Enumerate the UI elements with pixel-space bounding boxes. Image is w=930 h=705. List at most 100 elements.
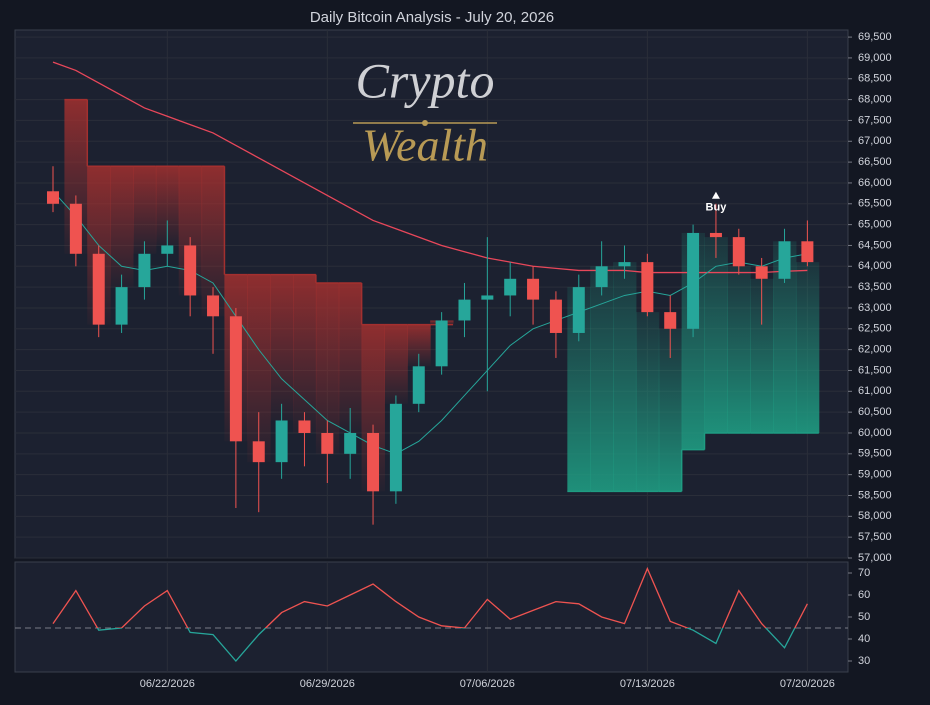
candle-body (47, 191, 59, 204)
band-fill (407, 324, 431, 367)
band-fill (270, 274, 294, 421)
y-tick-label: 60,000 (858, 427, 892, 439)
y-tick-label: 68,500 (858, 73, 892, 85)
x-tick-label: 06/22/2026 (140, 678, 195, 690)
candle-body (207, 295, 220, 317)
band-fill (590, 266, 614, 492)
candle-body (595, 266, 608, 288)
band-fill (704, 237, 728, 433)
y-tick-label: 40 (858, 633, 870, 645)
watermark-dot (422, 120, 428, 126)
y-tick-label: 60 (858, 589, 870, 601)
band-fill (613, 262, 637, 492)
candle-body (92, 253, 105, 325)
y-tick-label: 50 (858, 611, 870, 623)
y-tick-label: 70 (858, 567, 870, 579)
candle-body (412, 366, 425, 404)
band-fill (155, 166, 180, 246)
y-tick-label: 63,000 (858, 302, 892, 314)
y-tick-label: 60,500 (858, 406, 892, 418)
candle-body (389, 403, 402, 492)
band-fill (133, 166, 157, 254)
candle-body (801, 241, 814, 263)
candle-body (481, 295, 494, 300)
y-tick-label: 59,000 (858, 469, 892, 481)
y-tick-label: 61,500 (858, 364, 892, 376)
candle-body (138, 253, 151, 288)
candle-body (344, 432, 357, 454)
y-tick-label: 64,500 (858, 239, 892, 251)
x-tick-label: 07/13/2026 (620, 678, 675, 690)
candle-body (252, 441, 265, 463)
candle-body (641, 262, 654, 313)
band-fill (750, 278, 774, 433)
band-fill (567, 287, 591, 492)
y-tick-label: 30 (858, 655, 870, 667)
y-tick-label: 62,500 (858, 323, 892, 335)
y-tick-label: 61,000 (858, 385, 892, 397)
y-tick-label: 65,000 (858, 219, 892, 231)
moving-average (52, 190, 808, 455)
band-fill (315, 282, 340, 454)
x-tick-label: 06/29/2026 (300, 678, 355, 690)
y-tick-label: 58,500 (858, 489, 892, 501)
candle-body (275, 420, 288, 463)
y-tick-label: 65,500 (858, 198, 892, 210)
y-tick-label: 57,000 (858, 552, 892, 564)
candle-body (549, 299, 562, 333)
candle-body (709, 232, 722, 238)
band-fill (201, 166, 225, 317)
candle-body (298, 420, 311, 433)
band-fill (338, 282, 363, 433)
band-fill (635, 312, 660, 492)
buy-marker (711, 191, 720, 199)
band-fill (658, 328, 683, 492)
moving-average (52, 61, 808, 274)
candle-body (755, 266, 768, 279)
y-tick-label: 68,000 (858, 94, 892, 106)
candle-body (458, 299, 471, 321)
candle-body (321, 432, 334, 454)
candle-body (527, 278, 540, 300)
oscillator-panel (14, 561, 849, 673)
y-tick-label: 62,000 (858, 344, 892, 356)
x-tick-label: 07/06/2026 (460, 678, 515, 690)
band-fill (384, 324, 408, 404)
y-tick-label: 57,500 (858, 531, 892, 543)
candle-body (229, 316, 242, 442)
y-tick-label: 67,000 (858, 135, 892, 147)
watermark: Wealth (362, 120, 488, 171)
band-fill (110, 166, 134, 288)
x-tick-label: 07/20/2026 (780, 678, 835, 690)
band-fill (247, 274, 271, 463)
y-tick-label: 64,000 (858, 260, 892, 272)
y-tick-label: 69,000 (858, 52, 892, 64)
candle-body (367, 432, 380, 492)
y-tick-label: 63,500 (858, 281, 892, 293)
candle-body (732, 237, 745, 267)
candle-body (572, 287, 585, 333)
candle-body (435, 320, 448, 367)
y-tick-label: 58,000 (858, 510, 892, 522)
candle-body (618, 262, 631, 267)
band-fill (795, 262, 820, 433)
y-tick-label: 66,500 (858, 156, 892, 168)
band-fill (773, 241, 797, 433)
candle-body (184, 245, 197, 296)
chart-title: Daily Bitcoin Analysis - July 20, 2026 (310, 9, 554, 26)
band-fill (727, 266, 751, 433)
y-tick-label: 67,500 (858, 114, 892, 126)
y-tick-label: 66,000 (858, 177, 892, 189)
annotation: Buy (706, 202, 728, 214)
y-tick-label: 59,500 (858, 448, 892, 460)
candle-body (69, 203, 82, 254)
candle-body (687, 232, 700, 329)
candle-body (115, 287, 128, 325)
band-fill (293, 274, 317, 433)
candle-body (664, 312, 677, 329)
candle-body (161, 245, 174, 254)
y-tick-label: 69,500 (858, 31, 892, 43)
oscillator-line (52, 566, 808, 662)
